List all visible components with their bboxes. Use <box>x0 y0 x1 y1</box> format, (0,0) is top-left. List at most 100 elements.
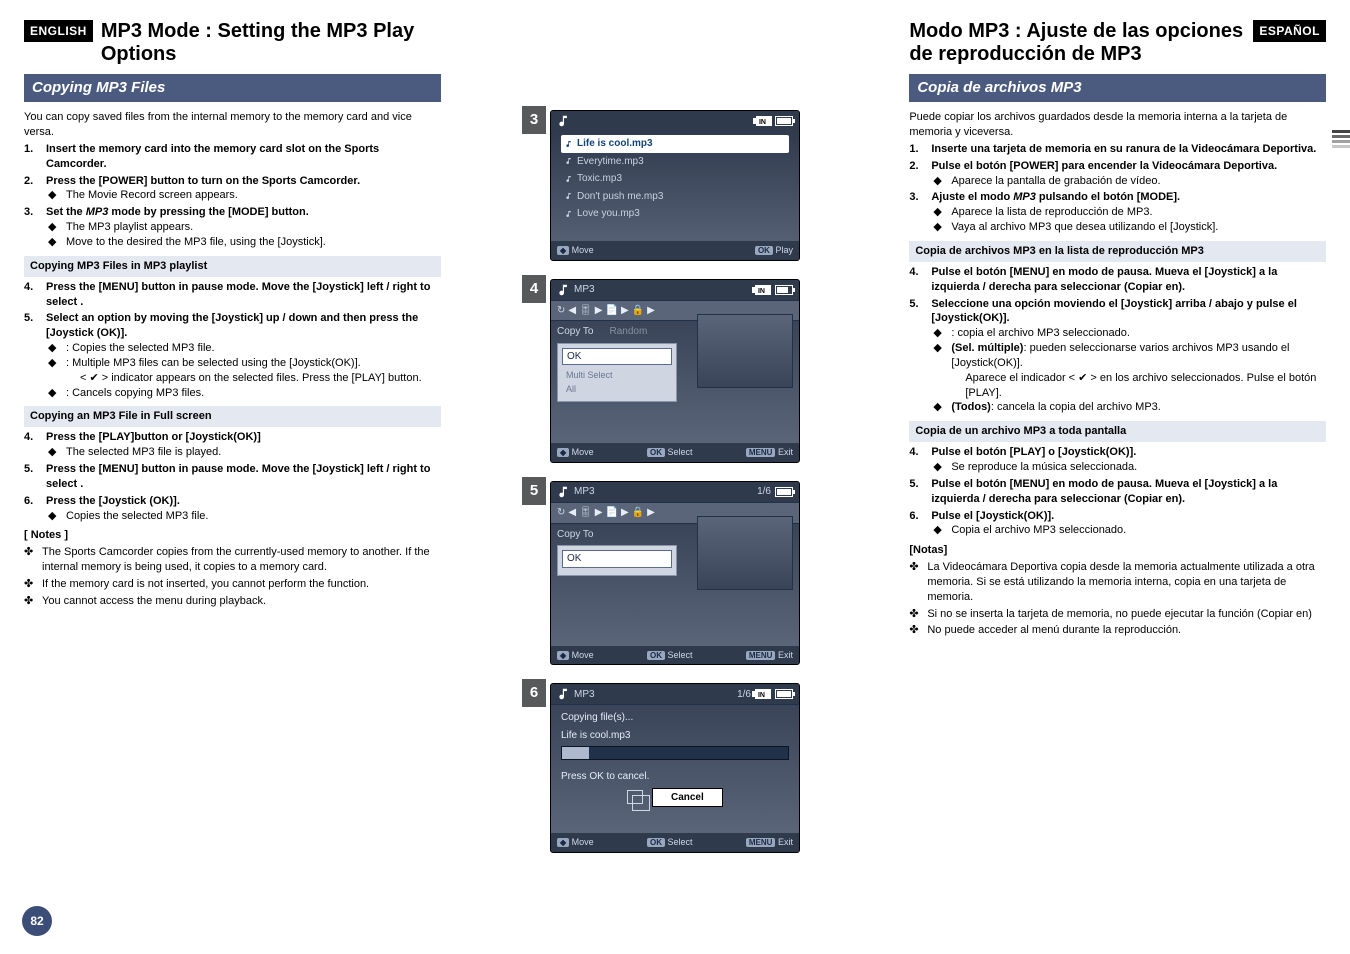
step-option: ◆: Multiple MP3 files can be selected us… <box>24 356 441 371</box>
step: 5.Select an option by moving the [Joysti… <box>24 311 441 341</box>
english-column: ENGLISH MP3 Mode : Setting the MP3 Play … <box>24 20 441 871</box>
copy-icon <box>627 790 643 804</box>
repeat-icon: ↻ <box>557 304 565 318</box>
step: 6.Press the [Joystick (OK)]. <box>24 494 441 509</box>
step: 6.Pulse el [Joystick(OK)]. <box>909 509 1326 524</box>
screenshots-column: 3 IN Life is cool.mp3 Everytime.mp3 Toxi… <box>441 110 910 871</box>
eq-icon: 🎚 <box>579 506 592 520</box>
music-note-icon <box>557 114 571 128</box>
mode-label: MP3 <box>574 688 595 702</box>
page-number: 82 <box>22 906 52 936</box>
battery-icon <box>775 689 793 699</box>
cancel-button[interactable]: Cancel <box>652 788 723 808</box>
copying-filename: Life is cool.mp3 <box>561 729 789 743</box>
body-en: You can copy saved files from the intern… <box>24 110 441 608</box>
step-sub: ◆Copies the selected MP3 file. <box>24 509 441 524</box>
step-option-extra: Aparece el indicador < ✔ > en los archiv… <box>909 371 1326 401</box>
step-option: ◆: Cancels copying MP3 files. <box>24 386 441 401</box>
step-sub: ◆Aparece la pantalla de grabación de víd… <box>909 174 1326 189</box>
copying-status: Copying file(s)... <box>561 711 789 725</box>
note: ✤You cannot access the menu during playb… <box>24 594 441 609</box>
section2-en: Copying an MP3 File in Full screen <box>24 406 441 427</box>
step-sub: ◆Aparece la lista de reproducción de MP3… <box>909 205 1326 220</box>
step-sub: ◆Move to the desired the MP3 file, using… <box>24 235 441 250</box>
step: 4.Press the [MENU] button in pause mode.… <box>24 280 441 310</box>
lock-icon: 🔒 <box>632 304 644 318</box>
copy-icon: 📄 <box>605 506 617 520</box>
step: 3.Ajuste el modo MP3 pulsando el botón [… <box>909 190 1326 205</box>
music-note-icon <box>557 283 571 297</box>
card-icon: IN <box>756 116 772 126</box>
step: 1.Inserte una tarjeta de memoria en su r… <box>909 142 1326 157</box>
lang-badge-es: ESPAÑOL <box>1253 20 1326 42</box>
step-sub: ◆The selected MP3 file is played. <box>24 445 441 460</box>
playlist-row-selected[interactable]: Life is cool.mp3 <box>561 135 789 153</box>
mode-label: MP3 <box>574 485 595 499</box>
battery-icon <box>775 285 793 295</box>
step-option-extra: < ✔ > indicator appears on the selected … <box>24 371 441 386</box>
step-sub: ◆Se reproduce la música seleccionada. <box>909 460 1326 475</box>
screenshot-6: 6 MP3 1/6 IN Copying file(s)... Life is … <box>550 683 800 853</box>
shot-badge-3: 3 <box>522 106 546 134</box>
step: 3.Set the MP3 mode by pressing the [MODE… <box>24 205 441 220</box>
intro-en: You can copy saved files from the intern… <box>24 110 441 140</box>
screenshot-4: 4 MP3 IN ↻ ◀ 🎚 ▶ 📄 ▶ 🔒 <box>550 279 800 463</box>
section2-es: Copia de un archivo MP3 a toda pantalla <box>909 421 1326 442</box>
shot-badge-6: 6 <box>522 679 546 707</box>
menu-tab[interactable]: Random <box>610 325 648 339</box>
press-ok-label: Press OK to cancel. <box>561 770 789 784</box>
note: ✤The Sports Camcorder copies from the cu… <box>24 545 441 575</box>
screenshot-3: 3 IN Life is cool.mp3 Everytime.mp3 Toxi… <box>550 110 800 261</box>
step: 1.Insert the memory card into the memory… <box>24 142 441 172</box>
title-en: MP3 Mode : Setting the MP3 Play Options <box>101 20 441 66</box>
card-icon: IN <box>755 689 771 699</box>
step-option: ◆ (Todos): cancela la copia del archivo … <box>909 400 1326 415</box>
intro-es: Puede copiar los archivos guardados desd… <box>909 110 1326 140</box>
menu-option-ok[interactable]: OK <box>562 348 672 366</box>
playlist-row[interactable]: Love you.mp3 <box>561 205 789 223</box>
step: 5.Seleccione una opción moviendo el [Joy… <box>909 297 1326 327</box>
counter: 1/6 <box>737 688 751 702</box>
menu-tab[interactable]: Copy To <box>557 325 594 339</box>
step-sub: ◆The Movie Record screen appears. <box>24 188 441 203</box>
playlist-row[interactable]: Everytime.mp3 <box>561 153 789 171</box>
step: 4.Pulse el botón [PLAY] o [Joystick(OK)]… <box>909 445 1326 460</box>
music-note-icon <box>565 140 573 148</box>
spanish-column: Modo MP3 : Ajuste de las opciones de rep… <box>909 20 1326 871</box>
step: 5.Press the [MENU] button in pause mode.… <box>24 462 441 492</box>
step: 4.Pulse el botón [MENU] en modo de pausa… <box>909 265 1326 295</box>
section1-es: Copia de archivos MP3 en la lista de rep… <box>909 241 1326 262</box>
repeat-icon: ↻ <box>557 506 565 520</box>
lock-icon: 🔒 <box>632 506 644 520</box>
step: 4.Press the [PLAY]button or [Joystick(OK… <box>24 430 441 445</box>
menu-option[interactable]: All <box>562 382 672 396</box>
menu-option-ok[interactable]: OK <box>562 550 672 568</box>
shot-badge-4: 4 <box>522 275 546 303</box>
subtitle-bar-en: Copying MP3 Files <box>24 74 441 102</box>
counter: 1/6 <box>757 485 771 499</box>
step: 2.Pulse el botón [POWER] para encender l… <box>909 159 1326 174</box>
menu-tab[interactable]: Copy To <box>557 529 594 540</box>
menu-popup: OK Multi Select All <box>557 343 677 402</box>
playlist-row[interactable]: Toxic.mp3 <box>561 170 789 188</box>
eq-icon: 🎚 <box>579 304 592 318</box>
playlist-row[interactable]: Don't push me.mp3 <box>561 188 789 206</box>
note: ✤La Videocámara Deportiva copia desde la… <box>909 560 1326 605</box>
menu-option[interactable]: Multi Select <box>562 368 672 382</box>
step-sub: ◆Vaya al archivo MP3 que desea utilizand… <box>909 220 1326 235</box>
copy-icon: 📄 <box>605 304 617 318</box>
menu-popup: OK <box>557 545 677 576</box>
step-option: ◆: Copies the selected MP3 file. <box>24 341 441 356</box>
subtitle-bar-es: Copia de archivos MP3 <box>909 74 1326 102</box>
preview-panel <box>697 314 793 388</box>
battery-icon <box>775 487 793 497</box>
step-option: ◆: copia el archivo MP3 seleccionado. <box>909 326 1326 341</box>
screenshot-5: 5 MP3 1/6 ↻◀ 🎚▶ 📄▶ 🔒▶ <box>550 481 800 665</box>
note: ✤Si no se inserta la tarjeta de memoria,… <box>909 607 1326 622</box>
lang-badge-en: ENGLISH <box>24 20 93 42</box>
shot-badge-5: 5 <box>522 477 546 505</box>
step-sub: ◆The MP3 playlist appears. <box>24 220 441 235</box>
playlist: Life is cool.mp3 Everytime.mp3 Toxic.mp3… <box>551 131 799 241</box>
progress-bar <box>561 746 789 760</box>
step-option: ◆ (Sel. múltiple): pueden seleccionarse … <box>909 341 1326 371</box>
